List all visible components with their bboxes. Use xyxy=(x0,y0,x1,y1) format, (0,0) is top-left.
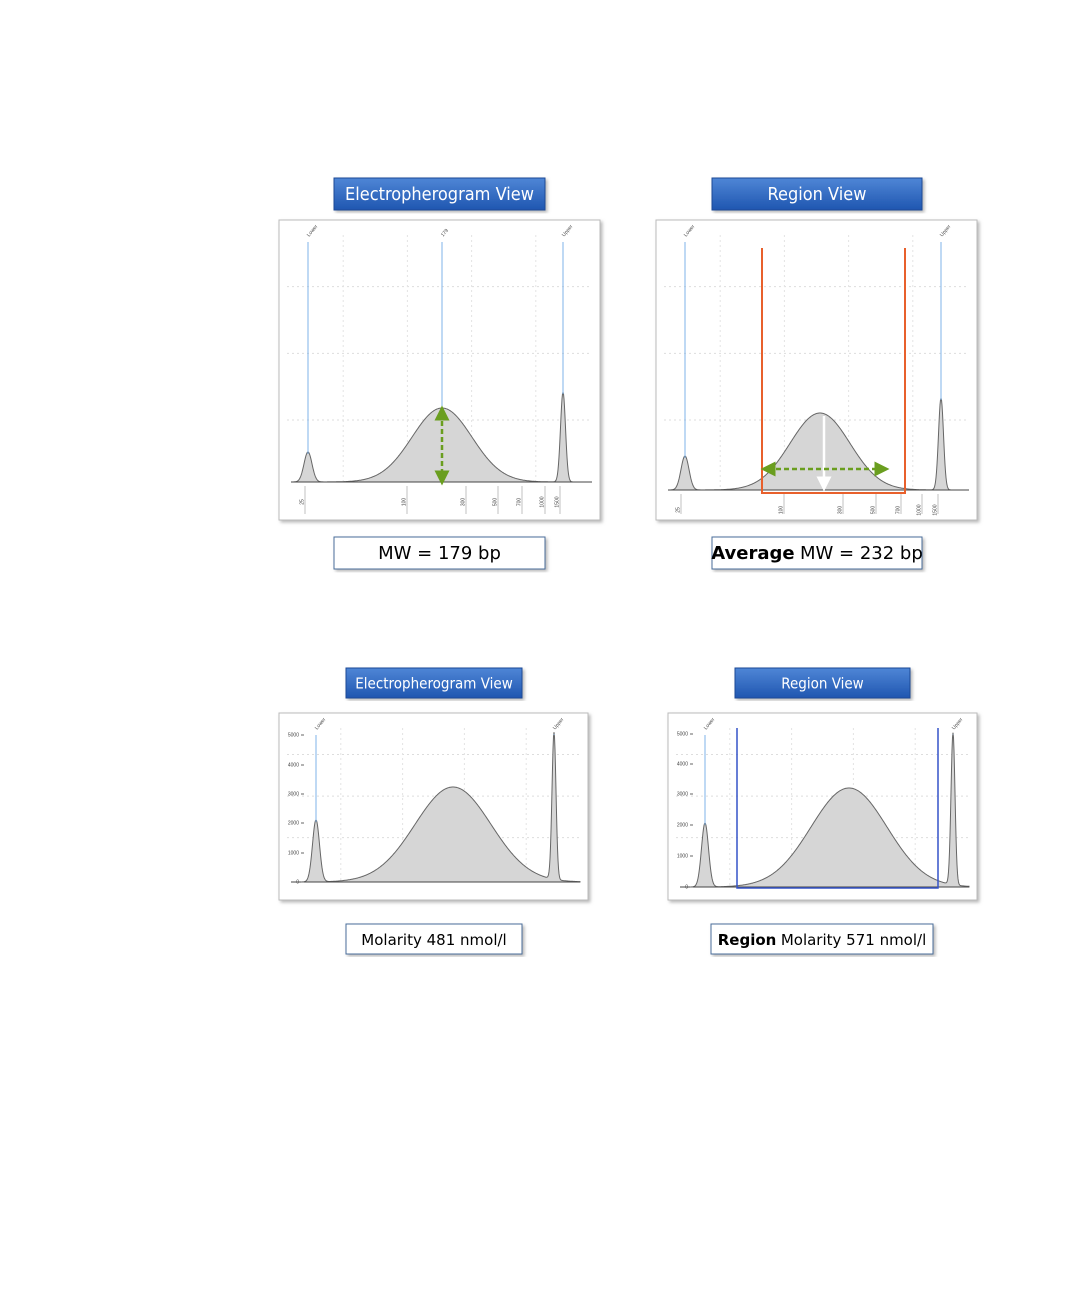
y-tick-label: 5000 xyxy=(677,731,688,737)
x-tick-label: 25 xyxy=(299,499,305,505)
caption: Molarity 481 nmol/l xyxy=(361,931,506,949)
caption-box xyxy=(333,536,546,570)
x-tick-label: 300 xyxy=(837,506,843,515)
y-tick-label: 2000 xyxy=(677,822,688,828)
caption-text: MW = 179 bp xyxy=(378,543,501,564)
caption-bold: Average xyxy=(711,543,794,564)
caption-box xyxy=(710,923,934,955)
caption-text: Molarity 481 nmol/l xyxy=(361,931,506,949)
caption: Region Molarity 571 nmol/l xyxy=(718,931,927,949)
header-box xyxy=(711,177,923,211)
y-tick-label: 2000 xyxy=(288,820,299,826)
region-bounds xyxy=(761,248,906,494)
x-tick-label: 100 xyxy=(778,506,784,515)
y-tick-label: 3000 xyxy=(677,791,688,797)
peak-label: 179 xyxy=(440,228,450,238)
x-tick-label: 1000 xyxy=(916,504,922,515)
x-tick-label: 300 xyxy=(460,498,466,507)
x-tick-label: 500 xyxy=(870,506,876,515)
caption-box xyxy=(345,923,523,955)
x-tick-label: 1500 xyxy=(932,504,938,515)
caption-text: Molarity 571 nmol/l xyxy=(781,931,926,949)
x-tick-label: 500 xyxy=(492,498,498,507)
y-tick-label: 0 xyxy=(685,884,688,890)
y-tick-label: 4000 xyxy=(288,762,299,768)
caption-bold: Region xyxy=(718,931,777,949)
header-box xyxy=(734,667,911,699)
header-title: Region View xyxy=(781,675,863,693)
x-tick-label: 1500 xyxy=(554,496,560,507)
y-tick-label: 1000 xyxy=(677,853,688,859)
y-tick-label: 0 xyxy=(296,879,299,885)
header-box xyxy=(333,177,546,211)
header-title: Electropherogram View xyxy=(355,675,512,693)
x-tick-label: 25 xyxy=(675,507,681,513)
trace xyxy=(291,732,581,883)
x-tick-label: 100 xyxy=(401,498,407,507)
header-title: Region View xyxy=(768,184,867,205)
y-tick-label: 1000 xyxy=(288,850,299,856)
y-tick-label: 5000 xyxy=(288,732,299,738)
caption-box xyxy=(711,536,923,570)
header-title: Electropherogram View xyxy=(345,184,534,205)
caption: MW = 179 bp xyxy=(378,543,501,564)
region-bounds xyxy=(736,728,939,889)
caption-text: MW = 232 bp xyxy=(800,543,923,564)
caption: Average MW = 232 bp xyxy=(711,543,923,564)
y-tick-label: 3000 xyxy=(288,791,299,797)
trace xyxy=(680,732,970,888)
x-tick-label: 700 xyxy=(516,498,522,507)
x-tick-label: 1000 xyxy=(539,496,545,507)
header-box xyxy=(345,667,523,699)
x-tick-label: 700 xyxy=(895,506,901,515)
y-tick-label: 4000 xyxy=(677,761,688,767)
